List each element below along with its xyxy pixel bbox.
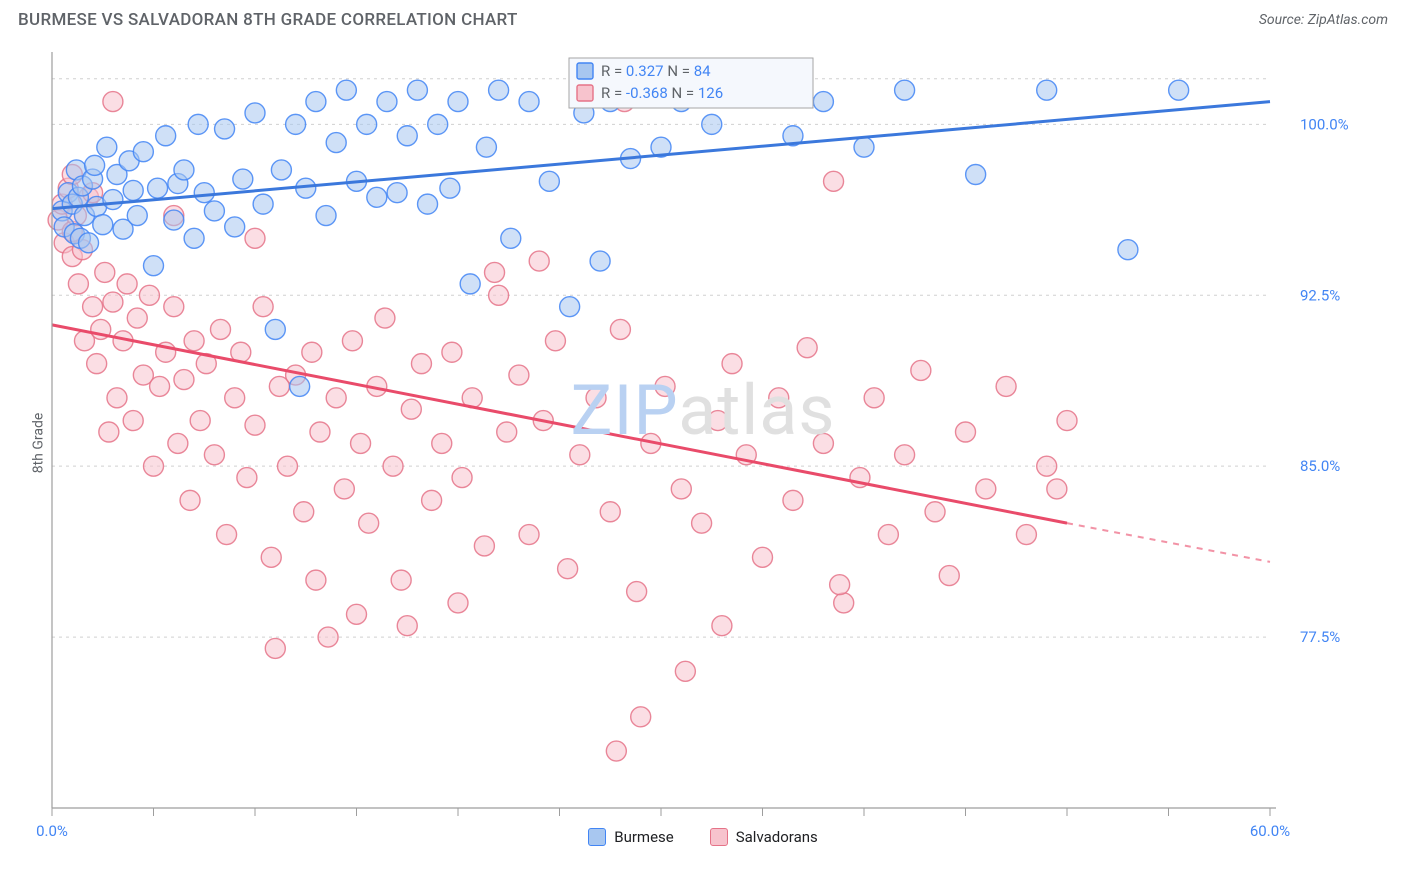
chart-title: BURMESE VS SALVADORAN 8TH GRADE CORRELAT… xyxy=(18,10,518,30)
legend-item-salvadoran: Salvadorans xyxy=(710,828,818,846)
chart-area: 8th Grade 100.0%92.5%85.0%77.5%0.0%60.0%… xyxy=(0,38,1406,848)
svg-text:100.0%: 100.0% xyxy=(1300,115,1349,133)
svg-text:R = 0.327 N = 84: R = 0.327 N = 84 xyxy=(601,62,711,80)
svg-text:R = -0.368 N = 126: R = -0.368 N = 126 xyxy=(601,84,723,102)
swatch-salvadoran xyxy=(710,828,728,846)
legend-item-burmese: Burmese xyxy=(588,828,674,846)
svg-text:92.5%: 92.5% xyxy=(1300,286,1340,304)
legend-label-salvadoran: Salvadorans xyxy=(736,828,818,846)
scatter-chart: 100.0%92.5%85.0%77.5%0.0%60.0%R = 0.327 … xyxy=(0,38,1406,848)
svg-text:77.5%: 77.5% xyxy=(1300,628,1340,646)
bottom-legend: Burmese Salvadorans xyxy=(0,828,1406,846)
y-axis-label: 8th Grade xyxy=(30,413,46,474)
legend-label-burmese: Burmese xyxy=(614,828,674,846)
svg-text:85.0%: 85.0% xyxy=(1300,457,1340,475)
chart-source: Source: ZipAtlas.com xyxy=(1259,12,1388,28)
swatch-burmese xyxy=(588,828,606,846)
